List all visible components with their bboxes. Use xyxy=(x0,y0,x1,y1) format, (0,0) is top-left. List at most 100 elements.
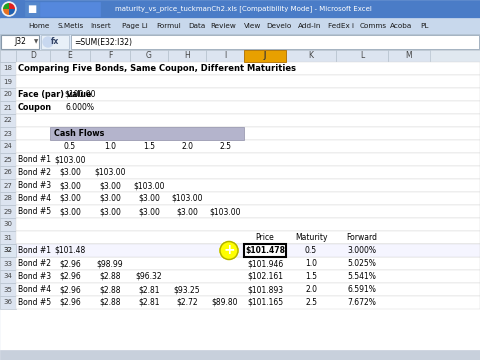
Text: $101.946: $101.946 xyxy=(247,259,283,268)
Text: 3.000%: 3.000% xyxy=(348,246,376,255)
Text: 1.5: 1.5 xyxy=(305,272,317,281)
Text: $2.88: $2.88 xyxy=(99,272,121,281)
Text: $103.00: $103.00 xyxy=(209,207,241,216)
Bar xyxy=(16,257,480,270)
Text: F: F xyxy=(108,51,112,60)
Text: 36: 36 xyxy=(3,300,12,306)
Text: E: E xyxy=(68,51,72,60)
Text: $3.00: $3.00 xyxy=(138,194,160,203)
Bar xyxy=(0,0,24,18)
Text: $96.32: $96.32 xyxy=(136,272,162,281)
Bar xyxy=(244,244,286,257)
Bar xyxy=(0,270,16,283)
Bar xyxy=(168,50,206,62)
Bar xyxy=(16,153,480,166)
Text: 22: 22 xyxy=(4,117,12,123)
Text: K: K xyxy=(309,51,313,60)
Text: Bond #5: Bond #5 xyxy=(18,207,51,216)
Text: $3.00: $3.00 xyxy=(99,181,121,190)
Bar xyxy=(0,114,16,127)
Text: 27: 27 xyxy=(3,183,12,189)
Text: 2.5: 2.5 xyxy=(219,142,231,151)
Text: $2.81: $2.81 xyxy=(138,298,160,307)
Bar xyxy=(90,50,130,62)
Text: 33: 33 xyxy=(3,261,12,266)
Circle shape xyxy=(220,242,238,260)
Text: $3.00: $3.00 xyxy=(176,207,198,216)
Text: 1.5: 1.5 xyxy=(143,142,155,151)
Text: D: D xyxy=(30,51,36,60)
Text: =SUM(E32:I32): =SUM(E32:I32) xyxy=(74,37,132,46)
Text: $101.478: $101.478 xyxy=(245,246,285,255)
Bar xyxy=(0,166,16,179)
Bar xyxy=(0,50,16,62)
Text: Comparing Five Bonds, Same Coupon, Different Maturities: Comparing Five Bonds, Same Coupon, Diffe… xyxy=(18,64,296,73)
Bar xyxy=(16,270,480,283)
Text: 35: 35 xyxy=(3,287,12,292)
Text: 6.591%: 6.591% xyxy=(348,285,376,294)
Bar xyxy=(16,205,480,218)
Text: 0.5: 0.5 xyxy=(64,142,76,151)
Bar xyxy=(0,244,16,257)
Bar xyxy=(0,257,16,270)
Bar xyxy=(0,34,480,50)
Text: Comms: Comms xyxy=(360,23,387,29)
Text: 21: 21 xyxy=(3,104,12,111)
Bar xyxy=(0,88,16,101)
Text: 19: 19 xyxy=(3,78,12,85)
Bar xyxy=(388,50,430,62)
Text: Bond #5: Bond #5 xyxy=(18,298,51,307)
Bar xyxy=(16,244,480,257)
Text: I: I xyxy=(224,51,226,60)
Text: 24: 24 xyxy=(4,144,12,149)
Bar xyxy=(0,350,480,360)
Bar xyxy=(0,153,16,166)
Bar xyxy=(40,2,100,16)
Bar xyxy=(16,50,50,62)
Text: 32: 32 xyxy=(3,248,12,253)
Bar xyxy=(0,127,16,140)
Text: 2.0: 2.0 xyxy=(181,142,193,151)
Bar xyxy=(16,62,480,75)
Bar xyxy=(0,231,16,244)
Bar xyxy=(0,283,16,296)
Text: Formul: Formul xyxy=(156,23,181,29)
Text: Coupon: Coupon xyxy=(18,103,52,112)
Text: $2.96: $2.96 xyxy=(59,285,81,294)
Text: J32: J32 xyxy=(14,37,26,46)
Text: S.Metis: S.Metis xyxy=(58,23,84,29)
Text: L: L xyxy=(360,51,364,60)
Text: J: J xyxy=(264,51,266,60)
Bar xyxy=(16,140,480,153)
Text: Face (par) value: Face (par) value xyxy=(18,90,92,99)
Bar xyxy=(244,50,286,62)
Wedge shape xyxy=(3,9,9,15)
Text: 2.0: 2.0 xyxy=(305,285,317,294)
Bar xyxy=(16,244,480,257)
Text: Bond #4: Bond #4 xyxy=(18,194,51,203)
Text: PL: PL xyxy=(420,23,428,29)
Bar xyxy=(25,2,39,16)
Text: Page Li: Page Li xyxy=(122,23,148,29)
Bar xyxy=(16,296,480,309)
Text: 5.541%: 5.541% xyxy=(348,272,376,281)
Wedge shape xyxy=(3,3,9,9)
Text: Acoba: Acoba xyxy=(390,23,412,29)
Text: 32: 32 xyxy=(3,248,12,253)
Text: 6.000%: 6.000% xyxy=(65,103,95,112)
Bar xyxy=(0,140,16,153)
Text: $93.25: $93.25 xyxy=(174,285,200,294)
Text: 30: 30 xyxy=(3,221,12,228)
Text: 29: 29 xyxy=(3,208,12,215)
Bar xyxy=(0,101,16,114)
Text: Bond #2: Bond #2 xyxy=(18,168,51,177)
Bar xyxy=(16,179,480,192)
Bar xyxy=(0,18,480,34)
Text: Insert: Insert xyxy=(90,23,111,29)
Text: $103.00: $103.00 xyxy=(133,181,165,190)
Text: $3.00: $3.00 xyxy=(99,194,121,203)
Text: 25: 25 xyxy=(4,157,12,162)
Text: 5.025%: 5.025% xyxy=(348,259,376,268)
Bar xyxy=(16,166,480,179)
Bar xyxy=(16,75,480,88)
